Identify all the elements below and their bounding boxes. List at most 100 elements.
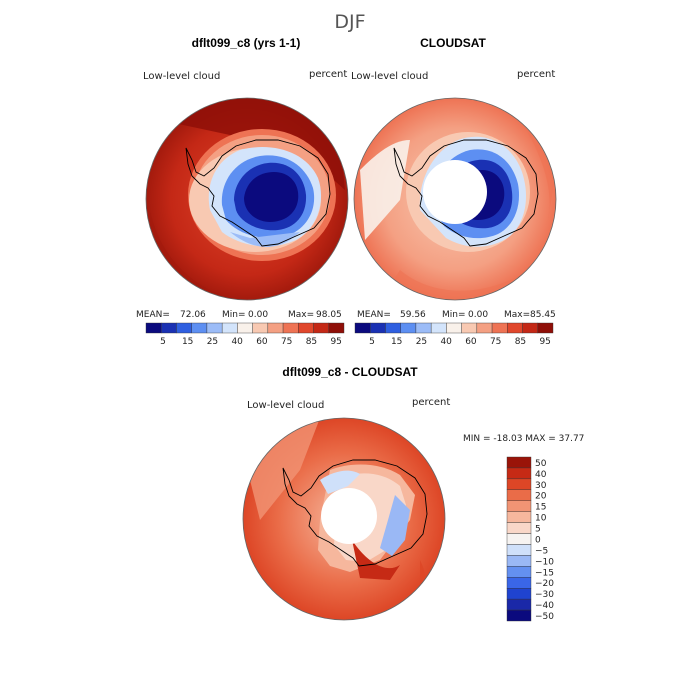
colorbar-tick-label: 60 [256,337,268,347]
colorbar-swatch [206,322,223,334]
colorbar-swatch [400,322,417,334]
panel-difference-title: dflt099_c8 - CLOUDSAT [282,365,418,379]
colorbar-model: 5 15 25 40 60 75 85 95 [145,322,345,347]
colorbar-swatch [221,322,238,334]
colorbar-tick-label: 20 [535,492,547,502]
colorbar-swatch [313,322,329,334]
panel-model-variable: Low-level cloud [143,71,220,82]
mean-value: 72.06 [180,310,206,320]
colorbar-tick-label: −5 [535,546,548,556]
colorbar-tick-label: 40 [231,337,243,347]
colorbar-swatch [161,322,177,334]
max-label: Max= [288,310,314,320]
max-value: 98.05 [316,310,342,320]
colorbar-swatch [507,322,523,334]
colorbar-swatch [415,322,432,334]
colorbar-tick-label: 75 [490,337,501,347]
colorbar-tick-label: 15 [535,503,546,513]
min-label: Min= [442,310,466,320]
colorbar-swatch [430,322,447,334]
colorbar-swatch [506,577,532,589]
colorbar-swatch [267,322,284,334]
panel-cloudsat-variable: Low-level cloud [351,71,428,82]
colorbar-swatch [461,322,478,334]
colorbar-swatch [506,533,532,545]
polar-map-difference [243,418,445,620]
mean-value: 59.56 [400,310,426,320]
panel-cloudsat-title: CLOUDSAT [420,36,486,50]
max-label: Max= [504,310,530,320]
colorbar-tick-label: 0 [535,535,541,545]
antarctica-outline-difference [282,459,428,567]
colorbar-swatch [252,322,269,334]
colorbar-swatch [522,322,538,334]
colorbar-swatch [145,322,162,334]
colorbar-swatch [506,511,532,523]
polar-map-model [146,98,348,300]
colorbar-swatch [506,588,532,600]
colorbar-swatch [282,322,299,334]
colorbar-swatch [446,322,462,334]
colorbar-tick-label: 95 [539,337,550,347]
colorbar-tick-label: −15 [535,568,554,578]
colorbar-tick-label: 40 [535,470,547,480]
colorbar-tick-label: 85 [515,337,526,347]
colorbar-swatch [298,322,314,334]
colorbar-swatch [491,322,508,334]
panel-cloudsat-stats: MEAN= 59.56 Min= 0.00 Max= 85.45 [357,310,556,320]
colorbar-swatch [506,467,532,480]
max-value: 85.45 [530,310,556,320]
polar-map-cloudsat [354,98,556,300]
colorbar-swatch [537,322,554,334]
colorbar-tick-label: −20 [535,579,554,589]
colorbar-tick-label: 30 [535,481,547,491]
colorbar-swatch [237,322,253,334]
colorbar-tick-label: 5 [160,337,166,347]
colorbar-tick-label: 85 [306,337,317,347]
panel-difference-stats: MIN = -18.03 MAX = 37.77 [463,434,584,444]
colorbar-tick-label: 25 [416,337,427,347]
mean-label: MEAN= [357,310,391,320]
min-value: 0.00 [248,310,268,320]
figure-title: DJF [334,11,365,33]
colorbar-swatch [506,478,532,491]
colorbar-swatch [176,322,192,334]
colorbar-swatch [476,322,493,334]
antarctica-outline-cloudsat [393,139,539,247]
colorbar-tick-label: −10 [535,557,554,567]
antarctica-outline-model [185,139,331,247]
colorbar-swatch [354,322,371,334]
colorbar-swatch [506,555,532,567]
colorbar-swatch [328,322,345,334]
colorbar-swatch [506,544,532,556]
colorbar-swatch [506,500,532,512]
panel-model-title: dflt099_c8 (yrs 1-1) [192,36,301,50]
colorbar-swatch [506,522,532,534]
colorbar-swatch [506,489,532,501]
colorbar-tick-label: −50 [535,612,554,622]
colorbar-tick-label: −40 [535,601,554,611]
colorbar-tick-label: −30 [535,590,554,600]
panel-model-stats: MEAN= 72.06 Min= 0.00 Max= 98.05 [136,310,342,320]
colorbar-tick-label: 60 [465,337,477,347]
panel-difference-variable: Low-level cloud [247,400,324,411]
mean-label: MEAN= [136,310,170,320]
panel-difference: dflt099_c8 - CLOUDSAT Low-level cloud pe… [242,365,584,622]
colorbar-swatch [385,322,401,334]
colorbar-swatch [506,598,532,611]
colorbar-cloudsat: 5 15 25 40 60 75 85 95 [354,322,554,347]
colorbar-tick-label: 15 [182,337,193,347]
colorbar-swatch [370,322,386,334]
colorbar-tick-label: 25 [207,337,218,347]
panel-cloudsat-units: percent [517,69,555,80]
colorbar-tick-label: 5 [369,337,375,347]
colorbar-swatch [506,609,532,622]
colorbar-tick-label: 5 [535,525,541,535]
panel-model-units: percent [309,69,347,80]
min-value: 0.00 [468,310,488,320]
colorbar-swatch [191,322,208,334]
colorbar-tick-label: 40 [440,337,452,347]
colorbar-tick-label: 95 [330,337,341,347]
